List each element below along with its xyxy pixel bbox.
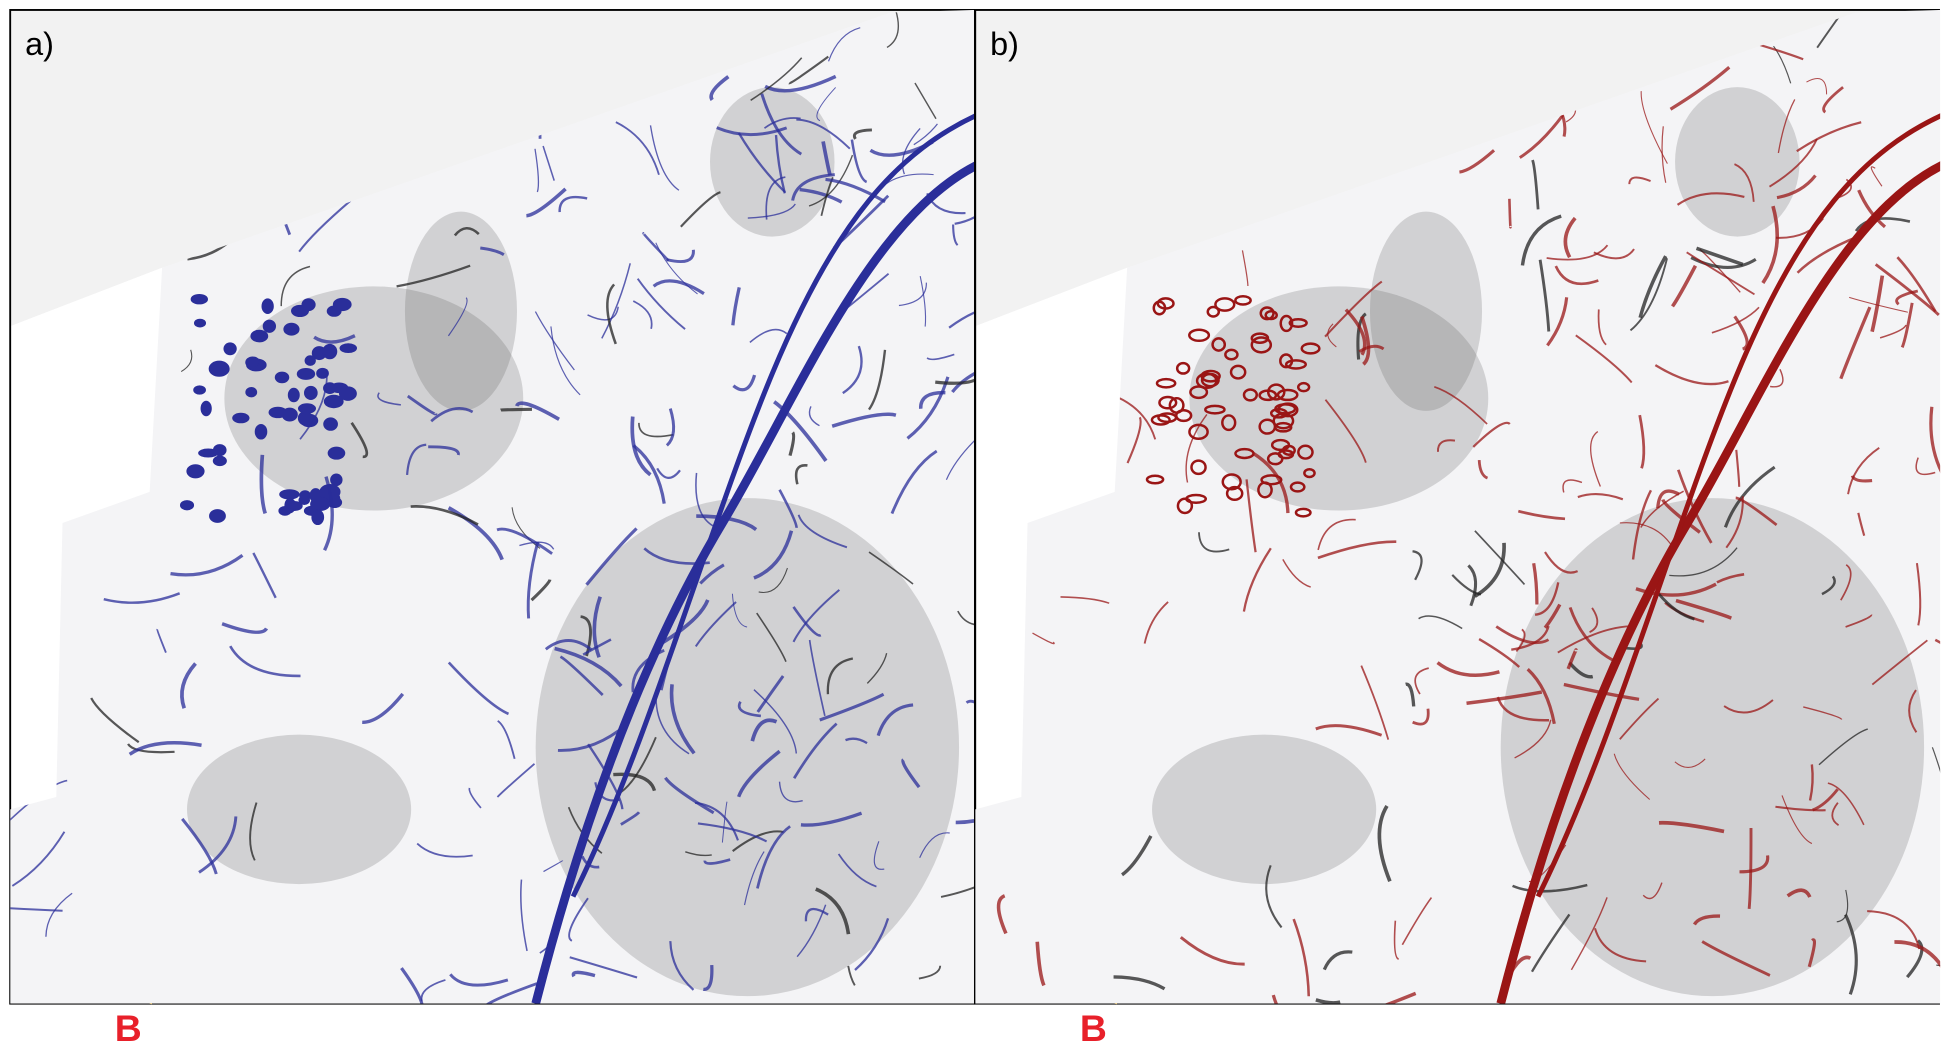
pockmark: [263, 320, 275, 332]
pockmark: [194, 386, 205, 394]
pockmark: [299, 404, 316, 413]
pockmark: [255, 425, 266, 439]
pockmark: [297, 369, 314, 380]
pockmark: [305, 386, 317, 399]
pockmark: [251, 330, 268, 341]
pockmark: [288, 388, 299, 401]
pockmark: [246, 357, 260, 368]
dark-zone: [1152, 735, 1376, 884]
pockmark: [312, 510, 323, 524]
dark-zone: [1189, 286, 1488, 510]
pockmark: [324, 418, 337, 430]
pockmark: [311, 498, 330, 511]
pockmark: [340, 344, 356, 353]
section-end-label: B: [1080, 1007, 1107, 1041]
dark-zone: [187, 735, 411, 884]
pockmark: [195, 319, 206, 327]
pockmark: [280, 490, 299, 499]
pockmark: [191, 295, 207, 304]
dark-zone: [1675, 87, 1800, 236]
section-end-label: B: [115, 1007, 142, 1041]
pockmark: [284, 323, 299, 335]
pockmark: [246, 388, 257, 397]
pockmark: [181, 501, 194, 510]
pockmark: [233, 413, 249, 422]
pockmark: [262, 299, 273, 313]
pockmark: [299, 496, 309, 504]
dark-zone: [536, 498, 959, 996]
pockmark: [302, 299, 315, 311]
pockmark: [279, 507, 291, 515]
panel-label: a): [25, 26, 54, 62]
pockmark: [323, 344, 337, 358]
pockmark: [213, 456, 226, 465]
pockmark: [333, 299, 351, 311]
pockmark: [210, 510, 226, 523]
pockmark: [187, 465, 204, 478]
pockmark: [209, 361, 229, 376]
pockmark: [269, 407, 287, 417]
pockmark: [214, 445, 226, 456]
panel-label: b): [990, 26, 1019, 62]
pockmark: [224, 343, 236, 355]
fault-stroke: [1509, 199, 1510, 227]
fault-stroke: [501, 409, 532, 410]
pockmark: [201, 401, 211, 415]
figure: a)B’BArawa 12.5 kmb)B’BArawa 1: [0, 0, 1943, 1041]
pockmark: [331, 474, 342, 485]
pockmark: [340, 387, 357, 400]
pockmark: [328, 447, 344, 459]
pockmark: [305, 356, 315, 365]
pockmark: [275, 372, 288, 382]
dark-zone: [710, 87, 835, 236]
